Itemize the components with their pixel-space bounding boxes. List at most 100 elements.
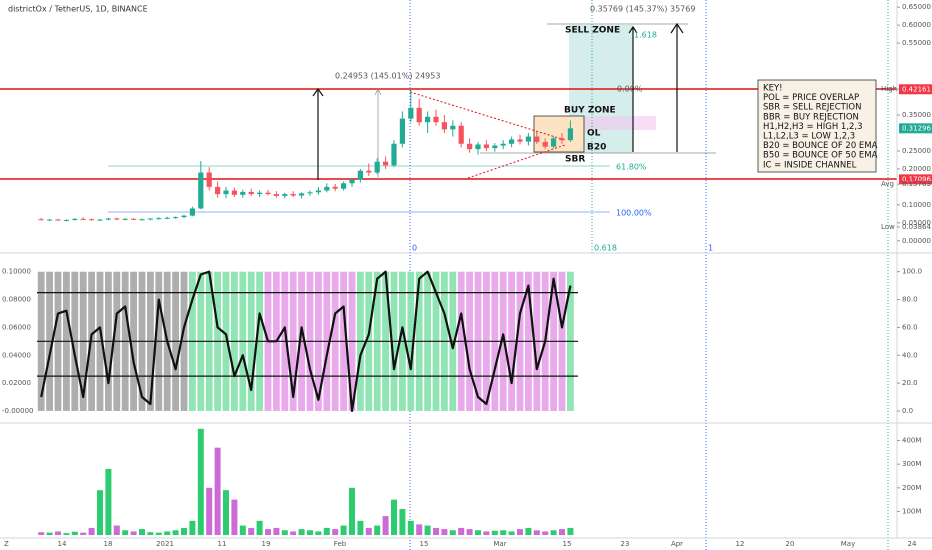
fib-1618: 1.618 <box>634 31 657 40</box>
x-tick-label: 2021 <box>156 540 174 548</box>
candle-body <box>525 136 531 142</box>
volume-bar <box>88 527 95 535</box>
left-tick-label: 0.02000 <box>2 379 31 387</box>
volume-bar <box>172 530 179 535</box>
left-tick-label: 0.06000 <box>2 323 31 331</box>
price-marker-value: 0.17096 <box>902 175 931 183</box>
volume-bar <box>155 532 162 535</box>
time-618: 0.618 <box>594 244 617 253</box>
volume-bar <box>265 529 271 535</box>
fib-618: 61.80% <box>616 163 647 172</box>
y-tick-label: 0.20000 <box>902 165 931 173</box>
candle-body <box>332 186 338 189</box>
y-tick-label: 0.0 <box>902 407 913 415</box>
sbr-label: SBR <box>565 155 585 165</box>
candle-body <box>534 136 540 142</box>
triangle-lower <box>467 144 566 179</box>
volume-bar <box>97 490 103 535</box>
candle-body <box>475 144 481 150</box>
b20-label: B20 <box>587 143 606 153</box>
candle-body <box>240 191 246 195</box>
volume-bar <box>374 525 381 535</box>
volume-bar <box>424 525 431 535</box>
candle-body <box>517 139 523 142</box>
fib-0: 0.00% <box>617 85 643 94</box>
volume-bar <box>189 520 196 535</box>
volume-bar <box>80 532 87 535</box>
price-tag <box>899 84 932 95</box>
volume-bar <box>256 520 263 535</box>
price-marker-name: Avg <box>881 180 894 188</box>
volume-bar <box>63 533 70 535</box>
price-marker-value: 0.03864 <box>902 223 931 231</box>
volume-bar <box>550 530 557 535</box>
volume-bar <box>458 527 465 535</box>
candle-body <box>198 172 204 209</box>
x-tick-label: Apr <box>671 540 683 548</box>
candle-body <box>139 219 145 221</box>
candle-body <box>383 161 389 166</box>
candle-body <box>357 170 363 180</box>
volume-bar <box>517 529 523 535</box>
volume-bar <box>239 525 246 535</box>
candle-body <box>105 218 111 220</box>
volume-bar <box>500 530 507 535</box>
volume-bar <box>533 530 540 535</box>
candle-body <box>89 219 95 221</box>
x-tick-label: 23 <box>621 540 630 548</box>
candle-body <box>467 143 473 150</box>
triangle-upper <box>409 91 566 141</box>
volume-bar <box>139 529 145 535</box>
candle-body <box>248 191 254 195</box>
y-tick-label: 0.60000 <box>902 21 931 29</box>
price-marker-name: Low <box>881 223 895 231</box>
volume-bar <box>298 529 305 535</box>
candle-body <box>38 219 44 221</box>
volume-bar <box>307 530 313 535</box>
volume-bar <box>281 530 288 535</box>
volume-bar <box>164 531 171 535</box>
volume-bar <box>340 525 347 535</box>
candle-body <box>215 186 221 195</box>
candle-body <box>307 192 313 194</box>
price-marker-name: High <box>881 85 897 93</box>
candle-body <box>147 218 153 220</box>
volume-bar <box>559 529 565 535</box>
volume-bar <box>231 499 238 535</box>
oscillator-line <box>40 270 572 412</box>
y-tick-label: 40.0 <box>902 351 918 359</box>
volume-bar <box>315 531 322 535</box>
sell-zone-label: SELL ZONE <box>565 26 620 36</box>
x-tick-label: 14 <box>58 540 67 548</box>
candle-body <box>341 183 347 189</box>
candle-body <box>349 179 355 184</box>
volume-bar <box>433 527 439 535</box>
volume-bar <box>46 532 53 535</box>
candle-body <box>416 107 422 123</box>
candle-body <box>265 192 271 195</box>
price-tag <box>899 174 932 185</box>
volume-bar <box>449 530 456 535</box>
volume-bar <box>407 520 414 535</box>
x-tick-label: Feb <box>334 540 347 548</box>
candle-body <box>189 208 195 216</box>
x-tick-label: 15 <box>420 540 429 548</box>
volume-bar <box>416 524 423 535</box>
x-tick-label: 11 <box>218 540 227 548</box>
key-item: B50 = BOUNCE OF 50 EMA <box>763 151 878 161</box>
chart-title: districtOx / TetherUS, 1D, BINANCE <box>8 5 148 14</box>
candle-body <box>567 128 573 141</box>
ol-label: OL <box>587 129 601 139</box>
candle-body <box>290 194 296 196</box>
candle-body <box>450 125 456 130</box>
price-marker-value: 0.15763 <box>902 180 931 188</box>
candle-body <box>181 215 187 218</box>
volume-bar <box>332 529 339 535</box>
candle-body <box>47 219 53 221</box>
x-tick-label: 20 <box>786 540 795 548</box>
candle-body <box>282 194 288 196</box>
key-item: IC = INSIDE CHANNEL <box>763 160 857 170</box>
volume-bar <box>181 527 187 535</box>
